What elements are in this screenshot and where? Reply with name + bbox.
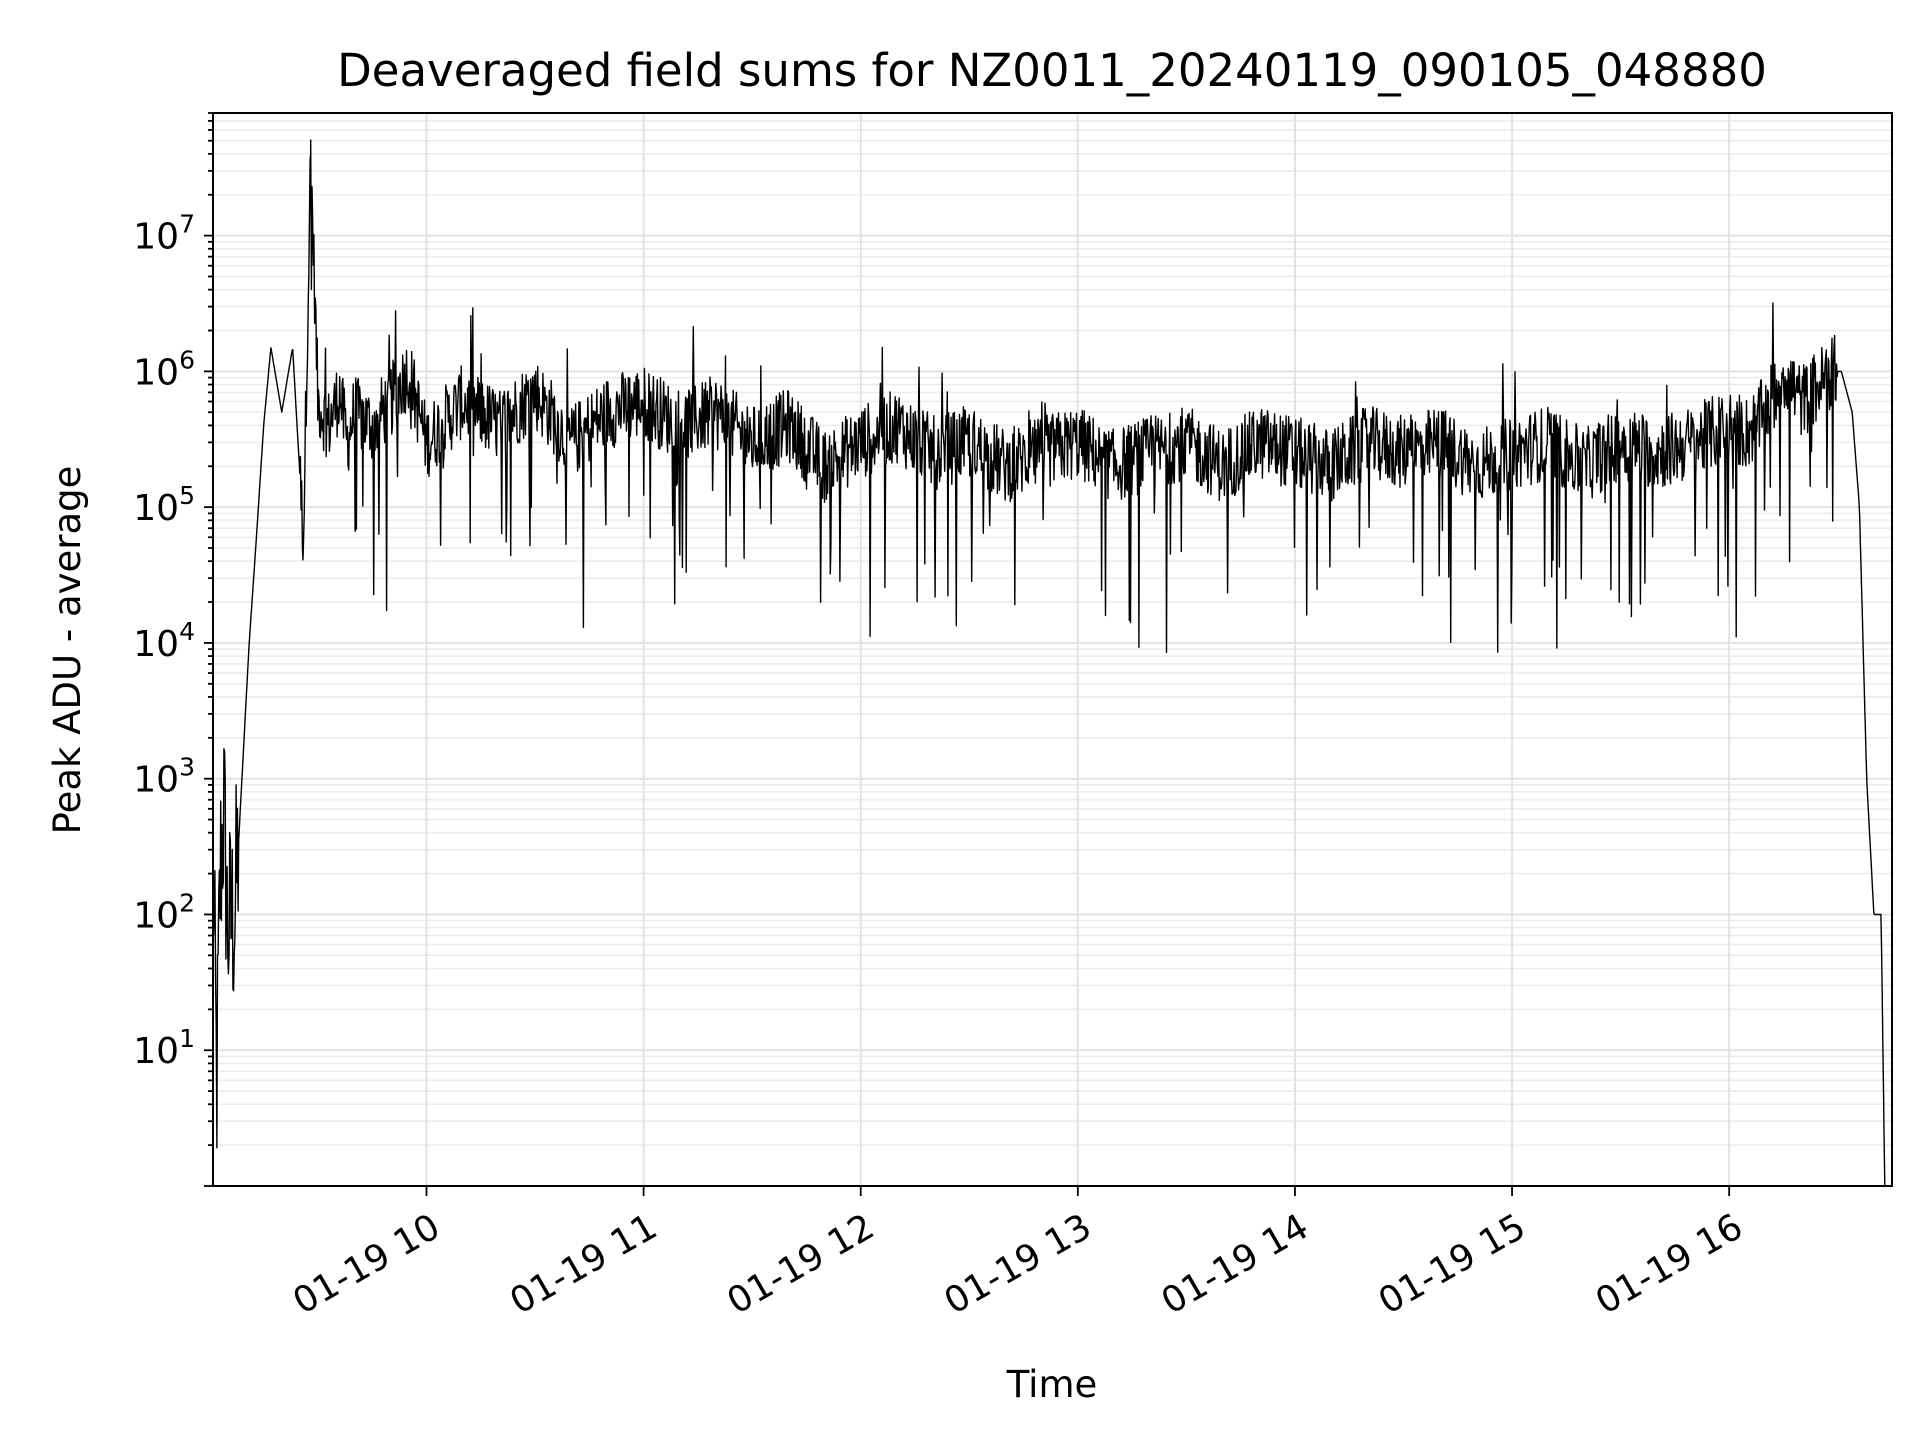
y-tick-base: 10 xyxy=(133,488,179,529)
y-tick-exp: 3 xyxy=(179,753,195,782)
y-tick-label: 104 xyxy=(133,617,195,665)
y-tick-base: 10 xyxy=(133,624,179,665)
x-tick-label: 01-19 16 xyxy=(1589,1206,1750,1322)
x-tick-label: 01-19 10 xyxy=(286,1206,447,1322)
y-tick-label: 102 xyxy=(133,888,195,936)
y-tick-label: 107 xyxy=(133,210,195,258)
chart-title: Deaveraged field sums for NZ0011_2024011… xyxy=(337,44,1767,97)
y-tick-base: 10 xyxy=(133,217,179,258)
x-tick-label: 01-19 11 xyxy=(503,1206,664,1322)
grid xyxy=(213,112,1892,1187)
y-tick-exp: 5 xyxy=(179,481,195,510)
y-tick-exp: 7 xyxy=(179,210,195,239)
x-axis-label: Time xyxy=(1006,1363,1098,1406)
y-tick-base: 10 xyxy=(133,352,179,393)
y-tick-base: 10 xyxy=(133,895,179,936)
series-line xyxy=(212,139,1886,1187)
y-tick-exp: 6 xyxy=(179,345,195,374)
y-tick-base: 10 xyxy=(133,1031,179,1072)
x-tick-label: 01-19 14 xyxy=(1155,1206,1316,1322)
x-tick-label: 01-19 13 xyxy=(938,1206,1099,1322)
y-tick-label: 106 xyxy=(133,345,195,393)
y-tick-label: 103 xyxy=(133,753,195,801)
x-tick-label: 01-19 12 xyxy=(721,1206,882,1322)
x-tick-label: 01-19 15 xyxy=(1372,1206,1533,1322)
y-tick-label: 105 xyxy=(133,481,195,529)
x-axis: 01-19 10 01-19 11 01-19 12 01-19 13 01-19 14… xyxy=(286,1186,1750,1323)
y-tick-exp: 4 xyxy=(179,617,195,646)
y-tick-label: 101 xyxy=(133,1024,195,1072)
y-tick-exp: 1 xyxy=(179,1024,195,1053)
y-tick-exp: 2 xyxy=(179,888,195,917)
y-axis-label: Peak ADU - average xyxy=(46,466,89,835)
y-tick-base: 10 xyxy=(133,760,179,801)
